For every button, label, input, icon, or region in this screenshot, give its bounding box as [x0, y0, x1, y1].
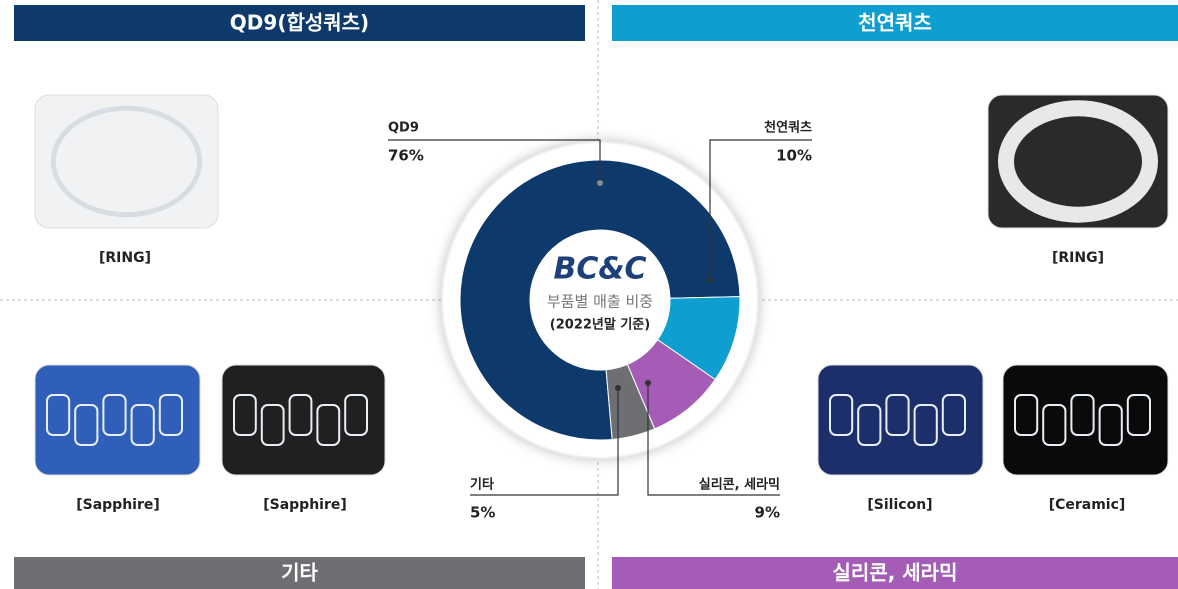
panel-header-text: QD9(합성쿼츠)	[230, 11, 369, 35]
part-shape	[74, 404, 99, 446]
part-shape	[344, 394, 369, 436]
part-shape	[913, 404, 938, 446]
product-image	[817, 364, 984, 476]
leader-line	[470, 388, 619, 496]
product-image	[221, 364, 386, 476]
part-shape	[1098, 404, 1123, 446]
part-shape	[941, 394, 966, 436]
category-label: QD9	[388, 121, 419, 136]
product-image	[34, 94, 219, 229]
image-caption: [Silicon]	[867, 497, 932, 513]
donut-hole	[530, 230, 670, 370]
part-shape	[130, 404, 155, 446]
center-subtitle: (2022년말 기준)	[550, 318, 650, 333]
center-title: 부품별 매출 비중	[547, 293, 653, 311]
leader-dot	[707, 277, 713, 283]
ring-shape	[50, 105, 203, 218]
part-shape	[233, 394, 257, 436]
part-shape	[288, 394, 313, 436]
value-label: 5%	[470, 504, 495, 522]
panel-header	[612, 557, 1178, 589]
image-caption: [Sapphire]	[263, 497, 347, 513]
part-shape	[102, 394, 127, 436]
panel-header-text: 기타	[281, 561, 318, 585]
panel-header	[612, 5, 1178, 41]
category-label: 천연쿼츠	[764, 120, 812, 136]
product-image	[34, 364, 201, 476]
panel-header	[14, 5, 585, 41]
panel-header	[14, 557, 585, 589]
part-shape	[46, 394, 71, 436]
panel-header-text: 실리콘, 세라믹	[833, 561, 958, 585]
product-image	[1002, 364, 1169, 476]
part-shape	[1070, 394, 1095, 436]
image-caption: [RING]	[1052, 250, 1104, 266]
leader-line	[647, 383, 780, 496]
leader-dot	[597, 180, 603, 186]
part-shape	[260, 404, 285, 446]
part-shape	[1126, 394, 1152, 436]
leader-line	[388, 139, 601, 183]
part-shape	[1042, 404, 1067, 446]
part-shape	[857, 404, 882, 446]
category-label: 실리콘, 세라믹	[699, 477, 780, 493]
image-caption: [Sapphire]	[76, 497, 160, 513]
panel-header-text: 천연쿼츠	[858, 11, 932, 35]
part-shape	[885, 394, 910, 436]
leader-line	[709, 139, 812, 280]
value-label: 9%	[755, 504, 780, 522]
part-shape	[1014, 394, 1039, 436]
leader-dot	[615, 385, 621, 391]
leader-dot	[645, 380, 651, 386]
ring-shape	[998, 100, 1158, 223]
image-caption: [Ceramic]	[1049, 497, 1126, 513]
part-shape	[158, 394, 184, 436]
part-shape	[829, 394, 854, 436]
image-caption: [RING]	[99, 250, 151, 266]
category-label: 기타	[470, 477, 494, 493]
value-label: 76%	[388, 147, 424, 165]
part-shape	[316, 404, 341, 446]
center-logo: BC&C	[553, 252, 646, 287]
value-label: 10%	[776, 147, 812, 165]
